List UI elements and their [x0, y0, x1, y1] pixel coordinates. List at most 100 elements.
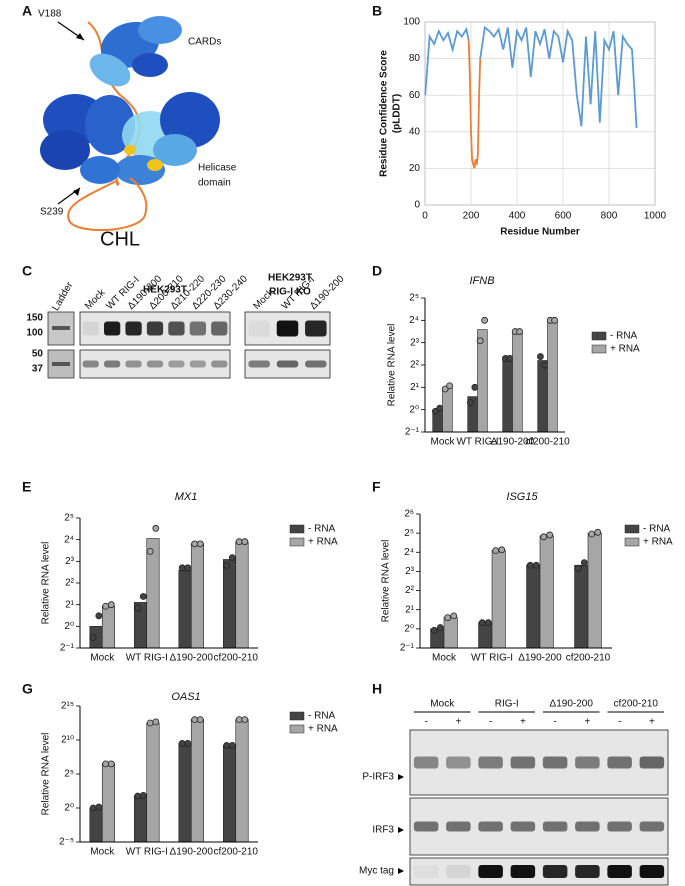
replicate-dot: [536, 353, 544, 360]
replicate-dot: [134, 792, 142, 800]
band: [305, 320, 327, 337]
y-axis-label: Relative RNA level: [41, 542, 52, 625]
y-tick-label: 2⁰: [64, 621, 74, 632]
row-arrow: [398, 868, 404, 874]
legend-swatch: [591, 331, 607, 341]
y-tick-label: 2¹⁰: [61, 735, 74, 746]
x-tick-label: 400: [509, 211, 526, 222]
ladder-label: Ladder: [50, 280, 75, 313]
band: [168, 360, 185, 368]
domain-label: CHL: [100, 228, 140, 250]
replicate-dot: [152, 524, 160, 532]
band: [168, 321, 185, 336]
lane-label: Mock: [83, 287, 108, 312]
replicate-dot: [506, 355, 514, 362]
line-series: [467, 40, 482, 169]
y-tick-label: 2⁰: [64, 803, 74, 814]
sign-label: +: [455, 717, 461, 728]
line-series: [424, 25, 638, 129]
band: [248, 320, 270, 337]
band: [189, 321, 206, 336]
replicate-dot: [546, 531, 554, 539]
bar: [574, 564, 589, 649]
replicate-dot: [466, 399, 474, 406]
band: [542, 821, 568, 832]
bar: [178, 743, 192, 843]
y-tick-label: 2⁻¹: [60, 643, 75, 654]
replicate-dot: [107, 760, 115, 768]
replicate-dot: [580, 559, 588, 567]
y-tick-label: 2⁴: [404, 547, 414, 558]
x-tick-label: cf200-210: [214, 847, 259, 858]
replicate-dot: [184, 564, 192, 572]
legend-swatch: [624, 537, 640, 547]
marker-label: 37: [32, 364, 44, 375]
panel-letter: E: [22, 479, 31, 495]
band: [639, 756, 665, 769]
bar: [89, 807, 103, 843]
replicate-dot: [178, 740, 186, 747]
band: [446, 756, 471, 769]
legend-swatch: [289, 711, 305, 721]
legend-swatch: [289, 537, 305, 547]
y-tick-label: 2⁵: [64, 513, 74, 524]
replicate-dot: [471, 383, 479, 391]
replicate-dot: [196, 540, 204, 548]
residue-label: S239: [40, 207, 64, 218]
band: [125, 321, 142, 336]
domain-label: CARDs: [188, 37, 221, 48]
y-tick-label: 2⁴: [409, 315, 419, 326]
x-tick-label: Δ190-200: [170, 847, 214, 858]
marker-label: 150: [26, 313, 43, 324]
y-tick-label: 2⁰: [404, 623, 414, 634]
replicate-dot: [235, 716, 243, 723]
panel-letter: D: [372, 263, 382, 279]
y-tick-label: 2³: [410, 337, 420, 348]
panel-letter: A: [22, 3, 32, 19]
band: [146, 360, 164, 368]
bar: [478, 622, 493, 649]
band: [276, 320, 299, 337]
row-label: IRF3: [372, 825, 394, 836]
ladder-band: [52, 362, 70, 366]
x-tick-label: Δ190-200: [491, 437, 535, 448]
replicate-dot: [146, 547, 154, 555]
group-label: Mock: [430, 699, 455, 710]
legend-swatch: [289, 724, 305, 734]
x-tick-label: Δ190-200: [170, 653, 214, 664]
x-tick-label: 200: [463, 211, 480, 222]
band: [248, 360, 270, 368]
legend-swatch: [624, 524, 640, 534]
panel-letter: C: [22, 263, 32, 279]
replicate-dot: [478, 619, 486, 627]
y-axis-label: Residue Confidence Score: [379, 50, 390, 177]
y-tick-label: 2²: [405, 585, 415, 596]
y-tick-label: 2¹: [410, 382, 420, 393]
replicate-dot: [574, 564, 582, 572]
replicate-dot: [540, 533, 548, 541]
bar: [190, 719, 205, 843]
y-tick-label: 2⁶: [404, 509, 414, 520]
legend-label: + RNA: [308, 537, 338, 548]
band: [413, 756, 439, 769]
y-tick-label: 2³: [405, 566, 415, 577]
y-tick-label: 60: [409, 90, 421, 101]
x-tick-label: cf200-210: [214, 653, 259, 664]
band: [607, 865, 632, 878]
row-arrow: [398, 827, 404, 833]
panel-letter: H: [372, 681, 382, 697]
band: [211, 321, 228, 336]
x-tick-label: 600: [555, 211, 572, 222]
replicate-dot: [436, 404, 444, 412]
replicate-dot: [191, 540, 199, 548]
band: [607, 756, 632, 769]
bar: [491, 550, 506, 649]
replicate-dot: [446, 382, 454, 390]
panel-letter: B: [372, 3, 382, 19]
replicate-dot: [191, 716, 199, 723]
y-tick-label: 0: [414, 200, 420, 211]
sign-label: +: [649, 717, 655, 728]
replicate-dot: [516, 328, 524, 335]
replicate-dot: [223, 562, 231, 569]
replicate-dot: [139, 593, 147, 600]
